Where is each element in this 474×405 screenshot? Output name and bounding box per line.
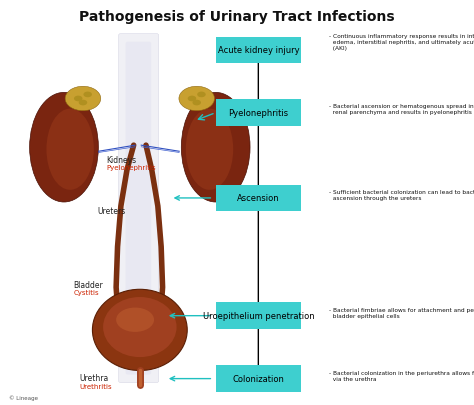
FancyBboxPatch shape: [216, 303, 301, 329]
Ellipse shape: [46, 109, 94, 190]
Text: Urethra: Urethra: [80, 373, 109, 382]
FancyBboxPatch shape: [126, 43, 151, 375]
Text: - Bacterial colonization in the periurethra allows for ascension
  via the ureth: - Bacterial colonization in the periuret…: [329, 370, 474, 381]
Text: Pathogenesis of Urinary Tract Infections: Pathogenesis of Urinary Tract Infections: [79, 10, 395, 24]
Ellipse shape: [30, 93, 98, 202]
Ellipse shape: [65, 87, 100, 111]
Text: Acute kidney injury: Acute kidney injury: [218, 46, 299, 55]
Ellipse shape: [79, 100, 87, 106]
FancyBboxPatch shape: [216, 38, 301, 64]
Text: Bladder: Bladder: [73, 280, 103, 289]
Text: Uroepithelium penetration: Uroepithelium penetration: [202, 311, 314, 320]
Ellipse shape: [179, 87, 214, 111]
Ellipse shape: [74, 96, 82, 102]
Text: Kidneys: Kidneys: [107, 156, 137, 164]
Text: Ascension: Ascension: [237, 194, 280, 203]
Text: Urethritis: Urethritis: [80, 383, 112, 388]
Ellipse shape: [181, 93, 250, 202]
Ellipse shape: [186, 109, 233, 190]
FancyBboxPatch shape: [216, 100, 301, 126]
Ellipse shape: [83, 92, 92, 98]
Text: - Continuous inflammatory response results in interstitial
  edema, interstitial: - Continuous inflammatory response resul…: [329, 34, 474, 51]
Ellipse shape: [192, 100, 201, 106]
Ellipse shape: [103, 297, 176, 357]
Text: Ureters: Ureters: [97, 206, 126, 215]
Ellipse shape: [197, 92, 206, 98]
Text: - Bacterial fimbriae allows for attachment and penetration of
  bladder epitheli: - Bacterial fimbriae allows for attachme…: [329, 307, 474, 318]
Ellipse shape: [92, 290, 187, 371]
FancyBboxPatch shape: [216, 365, 301, 392]
Text: Pyelonephritis: Pyelonephritis: [228, 109, 288, 118]
Text: Pyelonephritis: Pyelonephritis: [107, 165, 156, 171]
Text: Cystitis: Cystitis: [73, 290, 99, 295]
Text: - Bacterial ascension or hematogenous spread infects the
  renal parenchyma and : - Bacterial ascension or hematogenous sp…: [329, 104, 474, 115]
Text: Colonization: Colonization: [232, 374, 284, 383]
FancyBboxPatch shape: [118, 34, 159, 383]
Ellipse shape: [116, 308, 154, 332]
Text: © Lineage: © Lineage: [9, 394, 38, 400]
FancyBboxPatch shape: [216, 185, 301, 211]
Ellipse shape: [188, 96, 196, 102]
Text: - Sufficient bacterial colonization can lead to bacterial
  ascension through th: - Sufficient bacterial colonization can …: [329, 190, 474, 200]
